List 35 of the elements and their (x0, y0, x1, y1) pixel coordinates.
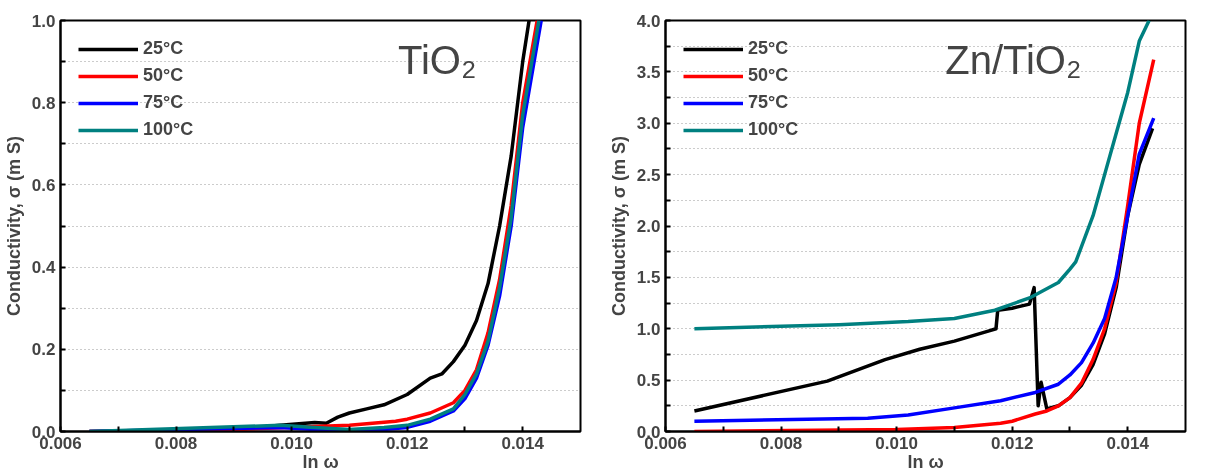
x-tick-label: 0.014 (1106, 433, 1150, 453)
legend-label: 100°C (143, 119, 194, 140)
y-tick-label: 4.0 (636, 11, 661, 31)
x-tick-label: 0.010 (875, 433, 918, 453)
y-axis-title: Conductivity, σ (m S) (608, 136, 629, 316)
y-tick-label: 1.0 (31, 11, 56, 31)
y-tick-label: 0.8 (31, 93, 56, 113)
x-tick-label: 0.012 (385, 433, 429, 453)
x-tick-label: 0.012 (990, 433, 1034, 453)
y-tick-label: 0.6 (31, 175, 56, 195)
chart-title: TiO₂ (398, 38, 477, 83)
y-axis-title: Conductivity, σ (m S) (3, 136, 24, 316)
legend-label: 25°C (143, 38, 184, 59)
legend-label: 75°C (748, 92, 789, 113)
x-axis-title: ln ω (907, 451, 944, 472)
y-tick-label: 0.4 (31, 258, 57, 278)
y-tick-label: 0.5 (636, 371, 661, 391)
y-tick-label: 2.5 (636, 165, 661, 185)
x-tick-label: 0.008 (154, 433, 198, 453)
x-axis-title: ln ω (302, 451, 339, 472)
chart-title: Zn/TiO₂ (945, 38, 1082, 83)
x-tick-label: 0.008 (759, 433, 803, 453)
x-tick-label: 0.010 (270, 433, 313, 453)
y-tick-label: 1.0 (636, 319, 661, 339)
legend-label: 50°C (143, 65, 184, 86)
y-tick-label: 0.2 (31, 340, 56, 360)
legend-label: 25°C (748, 38, 789, 59)
y-tick-label: 1.5 (636, 268, 661, 288)
y-tick-label: 3.5 (636, 62, 661, 82)
y-tick-label: 2.0 (636, 217, 661, 236)
x-tick-label: 0.014 (501, 433, 545, 453)
legend-label: 50°C (748, 65, 789, 86)
y-tick-label: 3.0 (636, 114, 661, 134)
legend-label: 100°C (748, 119, 799, 140)
legend-label: 75°C (143, 92, 184, 113)
